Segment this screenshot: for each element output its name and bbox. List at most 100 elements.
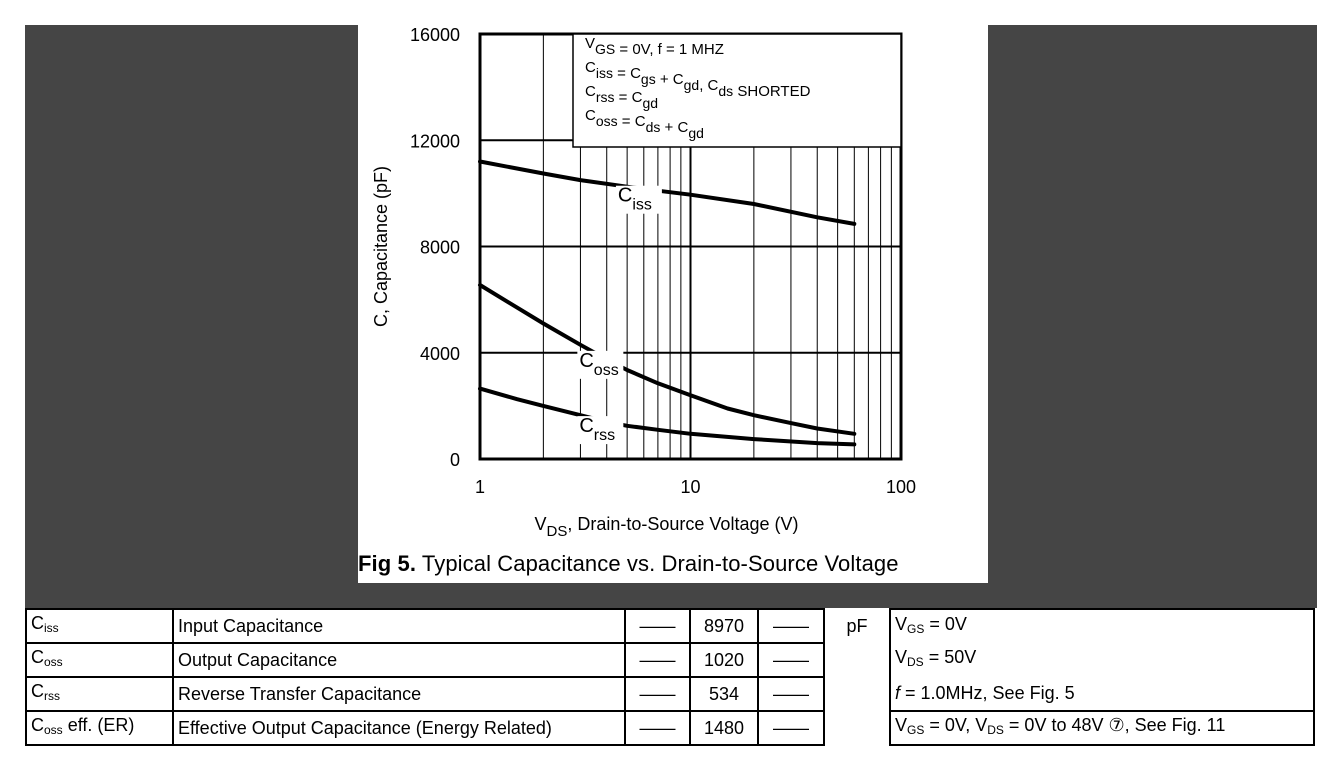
typ-value: 1020: [703, 649, 745, 670]
parameter-text: Output Capacitance: [178, 649, 338, 670]
condition-symbol: f: [895, 683, 901, 703]
figure-title: Typical Capacitance vs. Drain-to-Source …: [421, 551, 899, 576]
x-tick-label: 100: [886, 477, 916, 497]
series-label-ciss: Ciss: [618, 185, 652, 214]
min-cell: ——: [624, 608, 691, 644]
series-line-ciss: [478, 159, 857, 226]
symbol-subscript: oss: [44, 655, 63, 669]
min-dash: ——: [639, 717, 676, 738]
table-row: Crss Reverse Transfer Capacitance —— 534 —— f…: [25, 676, 1315, 712]
min-cell: ——: [624, 676, 691, 712]
symbol-cell: Coss eff. (ER): [25, 710, 174, 746]
units-cell: [824, 711, 890, 745]
condition-text: = 0V to 48V ⑦, See Fig. 11: [1003, 715, 1226, 735]
legend-line: VGS = 0V, f = 1 MHZ: [585, 35, 724, 58]
units-cell: pF: [824, 609, 890, 643]
max-cell: ——: [757, 676, 825, 712]
table-row: Coss eff. (ER) Effective Output Capacitan…: [25, 710, 1315, 746]
min-dash: ——: [639, 683, 676, 704]
condition-text: = 0V: [924, 613, 967, 634]
series-line-crss: [478, 386, 857, 447]
max-cell: ——: [757, 710, 825, 746]
condition-subscript: GS: [907, 723, 925, 737]
condition-subscript: GS: [907, 621, 925, 636]
max-dash: ——: [773, 649, 809, 670]
series-line-coss: [478, 283, 857, 436]
conditions-cell: VGS = 0V: [889, 608, 1315, 643]
y-tick-label: 16000: [410, 25, 460, 45]
unit-text: pF: [846, 615, 868, 636]
max-cell: ——: [757, 642, 825, 678]
min-dash: ——: [639, 615, 676, 636]
y-tick-label: 4000: [420, 344, 460, 364]
min-cell: ——: [624, 642, 691, 678]
y-tick-label: 0: [450, 450, 460, 470]
table-row: Coss Output Capacitance —— 1020 —— VDS = 50V: [25, 642, 1315, 678]
series-label-bg: [577, 416, 624, 445]
spec-table: Ciss Input Capacitance —— 8970 —— pF VGS = 0V C…: [25, 608, 1315, 746]
condition-symbol: V: [895, 613, 908, 634]
symbol-subscript: oss: [44, 723, 63, 737]
condition-text: = 50V: [923, 647, 977, 667]
conditions-cell: VDS = 50V: [889, 643, 1315, 677]
typ-cell: 1480: [689, 710, 759, 746]
symbol-subscript: iss: [44, 621, 59, 635]
units-cell: [824, 677, 890, 711]
symbol-subscript: rss: [44, 689, 60, 703]
series-label-coss: Coss: [579, 350, 618, 379]
x-tick-label: 1: [475, 477, 485, 497]
max-dash: ——: [773, 615, 809, 636]
x-axis-title: VDS, Drain-to-Source Voltage (V): [535, 514, 799, 540]
x-tick-label: 10: [680, 477, 700, 497]
condition-subscript: DS: [907, 655, 924, 669]
typ-cell: 1020: [689, 642, 759, 678]
parameter-text: Reverse Transfer Capacitance: [178, 683, 422, 704]
typ-value: 534: [708, 683, 740, 704]
max-cell: ——: [757, 608, 825, 644]
legend-line: Ciss = Cgs + Cgd, Cds SHORTED: [585, 59, 811, 100]
table-row: Ciss Input Capacitance —— 8970 —— pF VGS = 0V: [25, 608, 1315, 644]
condition-text: = 0V, V: [924, 715, 988, 735]
condition-symbol: V: [895, 647, 908, 667]
parameter-text: Effective Output Capacitance (Energy Rel…: [178, 717, 552, 738]
conditions-cell: f = 1.0MHz, See Fig. 5: [889, 677, 1315, 712]
max-dash: ——: [773, 683, 809, 704]
parameter-cell: Effective Output Capacitance (Energy Rel…: [172, 710, 626, 746]
y-tick-label: 12000: [410, 131, 460, 151]
y-axis-title: C, Capacitance (pF): [371, 166, 391, 327]
parameter-cell: Reverse Transfer Capacitance: [172, 676, 626, 712]
legend-box: [572, 33, 902, 148]
legend-line: Coss = Cds + Cgd: [585, 107, 704, 141]
symbol-text: C: [31, 681, 44, 701]
symbol-suffix: eff. (ER): [62, 715, 135, 735]
typ-value: 1480: [703, 717, 745, 738]
legend-line: Crss = Cgd: [585, 83, 658, 111]
typ-cell: 8970: [689, 608, 759, 644]
parameter-text: Input Capacitance: [178, 615, 324, 636]
figure-caption: Fig 5. Typical Capacitance vs. Drain-to-…: [358, 551, 988, 577]
parameter-cell: Output Capacitance: [172, 642, 626, 678]
condition-subscript: DS: [987, 723, 1004, 737]
symbol-text: C: [31, 647, 44, 667]
min-cell: ——: [624, 710, 691, 746]
typ-value: 8970: [703, 615, 745, 636]
typ-cell: 534: [689, 676, 759, 712]
series-label-crss: Crss: [579, 415, 615, 444]
capacitance-chart: 0 4000 8000 12000 16000 1 10 100 C, Capacitance …: [371, 25, 916, 540]
series-label-bg: [615, 185, 662, 214]
symbol-cell: Crss: [25, 676, 174, 712]
max-dash: ——: [773, 717, 809, 738]
units-cell: [824, 643, 890, 677]
symbol-cell: Coss: [25, 642, 174, 678]
parameter-cell: Input Capacitance: [172, 608, 626, 644]
figure-panel: 0 4000 8000 12000 16000 1 10 100 C, Capacitance …: [358, 25, 988, 583]
symbol-cell: Ciss: [25, 608, 174, 644]
min-dash: ——: [639, 649, 676, 670]
symbol-text: C: [31, 715, 44, 735]
condition-symbol: V: [895, 715, 908, 735]
y-tick-label: 8000: [420, 238, 460, 258]
symbol-text: C: [31, 613, 44, 633]
condition-text: = 1.0MHz, See Fig. 5: [900, 683, 1075, 703]
series-label-bg: [577, 350, 624, 379]
figure-number: Fig 5.: [358, 551, 417, 576]
